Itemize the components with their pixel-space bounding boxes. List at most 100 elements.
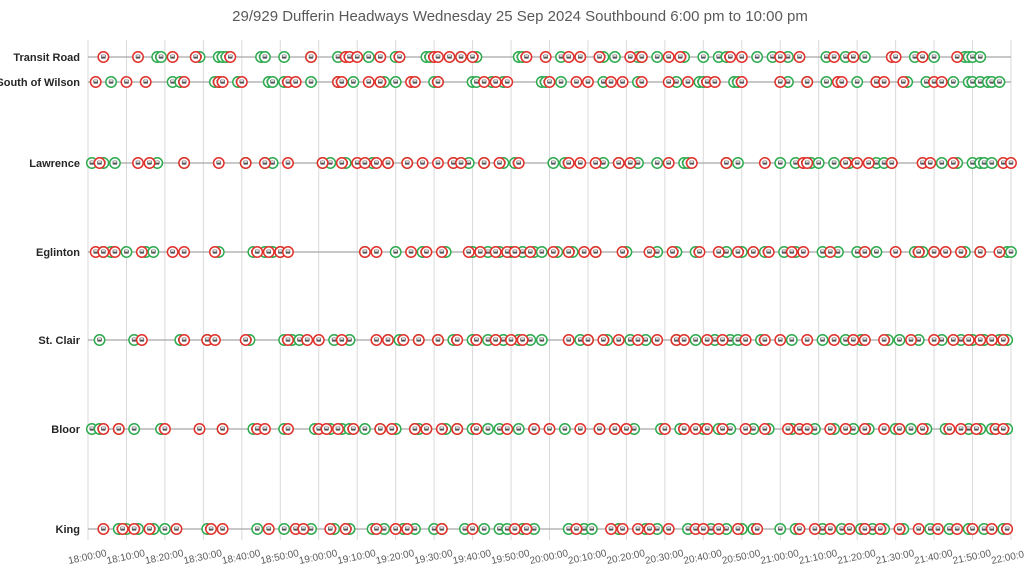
bus-marker-red [878, 76, 891, 88]
bus-marker-green [947, 76, 960, 88]
bus-marker-red [470, 423, 483, 435]
bus-marker-red [305, 51, 318, 63]
bus-marker-red [747, 246, 760, 258]
bus-marker-red [847, 334, 860, 346]
bus-marker-red [678, 334, 691, 346]
bus-marker-red [616, 76, 629, 88]
chart-title: 29/929 Dufferin Headways Wednesday 25 Se… [232, 8, 808, 25]
vertical-gridlines [87, 40, 1012, 540]
bus-marker-red [562, 51, 575, 63]
bus-marker-red [635, 51, 648, 63]
bus-marker-red [858, 423, 871, 435]
bus-marker-red [662, 76, 675, 88]
bus-marker-red [620, 423, 633, 435]
bus-marker-red [662, 157, 675, 169]
bus-marker-red [720, 157, 733, 169]
bus-marker-red [947, 334, 960, 346]
bus-marker-red [735, 51, 748, 63]
bus-marker-red [824, 523, 837, 535]
bus-marker-red [824, 246, 837, 258]
bus-marker-red [828, 334, 841, 346]
bus-marker-red [758, 334, 771, 346]
bus-marker-green [258, 51, 271, 63]
bus-marker-red [505, 334, 517, 346]
stop-label: South of Wilson [0, 77, 80, 89]
bus-marker-red [289, 76, 302, 88]
bus-marker-green [585, 523, 598, 535]
bus-marker-red [258, 423, 271, 435]
bus-marker-red [116, 523, 129, 535]
bus-marker-red [612, 157, 625, 169]
bus-marker-red [143, 157, 156, 169]
bus-marker-red [508, 246, 521, 258]
bus-marker-red [897, 76, 910, 88]
bus-marker-red [374, 423, 387, 435]
bus-marker-red [178, 246, 191, 258]
bus-marker-red [878, 334, 891, 346]
bus-marker-red [893, 523, 906, 535]
bus-marker-red [258, 157, 271, 169]
bus-marker-red [478, 76, 491, 88]
stop-label: Eglinton [36, 247, 80, 259]
bus-marker-red [843, 523, 856, 535]
bus-marker-red [478, 157, 491, 169]
bus-marker-red [858, 246, 871, 258]
bus-marker-red [262, 246, 275, 258]
x-tick-label: 21:00:00 [760, 548, 801, 567]
bus-marker-red [678, 423, 691, 435]
bus-marker-red [955, 246, 967, 258]
bus-marker-red [716, 334, 729, 346]
bus-marker-red [435, 523, 448, 535]
bus-marker-red [951, 523, 964, 535]
bus-marker-red [239, 157, 252, 169]
bus-marker-green [305, 76, 318, 88]
bus-marker-red [443, 51, 456, 63]
bus-marker-green [535, 246, 548, 258]
bus-marker-red [943, 423, 956, 435]
bus-marker-red [374, 76, 387, 88]
bus-marker-red [758, 423, 771, 435]
bus-marker-red [562, 334, 575, 346]
bus-marker-red [632, 523, 644, 535]
bus-markers [85, 51, 1017, 535]
bus-marker-green [362, 51, 375, 63]
bus-marker-red [97, 523, 110, 535]
bus-marker-green [858, 51, 871, 63]
x-tick-label: 20:40:00 [683, 548, 724, 567]
bus-marker-red [608, 423, 621, 435]
bus-marker-red [470, 334, 483, 346]
x-tick-label: 20:00:00 [529, 548, 570, 567]
bus-marker-red [351, 51, 364, 63]
bus-marker-red [905, 334, 917, 346]
bus-marker-red [847, 51, 860, 63]
bus-marker-red [597, 334, 610, 346]
bus-marker-red [93, 157, 106, 169]
bus-marker-red [112, 423, 125, 435]
bus-marker-green [358, 423, 371, 435]
bus-marker-red [562, 246, 575, 258]
bus-marker-red [858, 523, 871, 535]
bus-marker-red [916, 423, 929, 435]
bus-marker-red [697, 523, 710, 535]
bus-marker-red [132, 51, 144, 63]
bus-marker-red [947, 157, 960, 169]
bus-marker-red [135, 246, 148, 258]
bus-marker-red [528, 423, 541, 435]
bus-marker-red [282, 157, 294, 169]
bus-marker-red [885, 157, 898, 169]
bus-marker-red [282, 423, 294, 435]
bus-marker-red [416, 157, 429, 169]
bus-marker-red [401, 523, 414, 535]
bus-marker-green [278, 523, 291, 535]
bus-marker-red [501, 423, 514, 435]
bus-marker-red [582, 334, 594, 346]
bus-marker-red [912, 246, 925, 258]
bus-marker-red [208, 334, 221, 346]
bus-marker-red [962, 334, 975, 346]
bus-marker-red [358, 246, 371, 258]
bus-marker-red [166, 246, 179, 258]
bus-marker-red [874, 523, 887, 535]
bus-marker-red [693, 246, 706, 258]
bus-marker-red [382, 157, 394, 169]
